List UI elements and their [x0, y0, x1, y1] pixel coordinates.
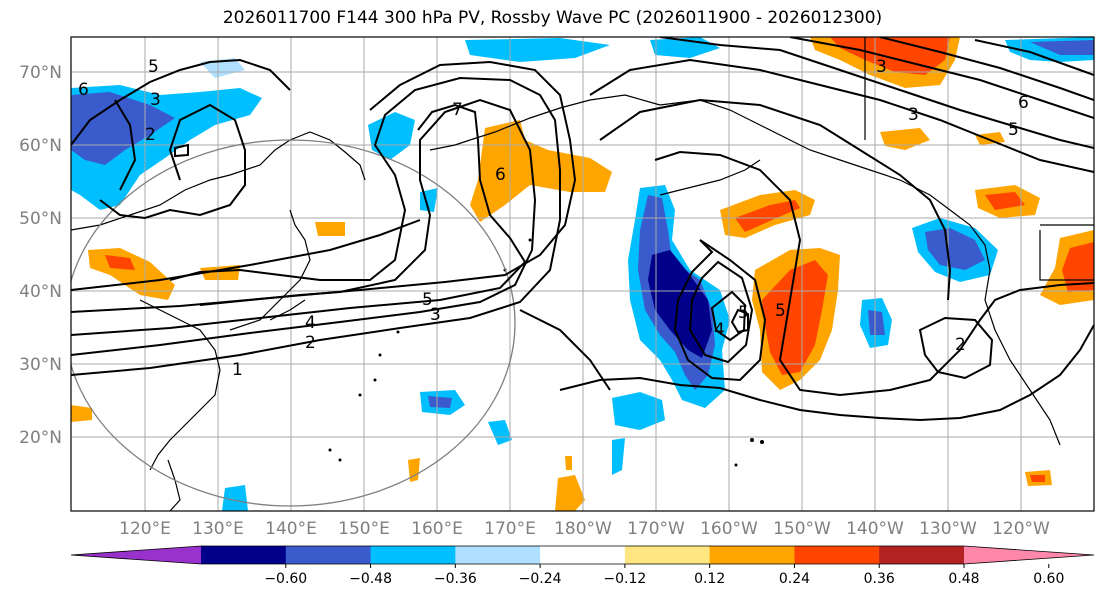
contour-label: 5	[775, 301, 786, 321]
lat-label: 70°N	[19, 63, 62, 83]
colorbar-tick-label: 0.24	[779, 571, 810, 587]
colorbar-bin	[285, 546, 372, 564]
contour-label: 2	[145, 125, 156, 145]
map-title: 2026011700 F144 300 hPa PV, Rossby Wave …	[222, 8, 883, 28]
colorbar-tick-label: 0.48	[948, 571, 979, 587]
colorbar: −0.60 −0.48 −0.36 −0.24 −0.12 0.12 0.24 0.36 0.4…	[70, 545, 1095, 587]
contour-label: 5	[738, 303, 749, 323]
contour-label: 6	[78, 80, 89, 100]
latitude-labels: 70°N 60°N 50°N 40°N 30°N 20°N	[19, 63, 62, 448]
colorbar-tick-label: −0.36	[434, 571, 477, 587]
colorbar-tick-label: 0.60	[1033, 571, 1064, 587]
lon-label: 140°W	[846, 519, 904, 539]
contour-label: 2	[305, 333, 316, 353]
contour-label: 2	[955, 335, 966, 355]
colorbar-outline	[70, 545, 1095, 565]
reference-circle	[71, 139, 516, 507]
lon-label: 140°E	[265, 519, 317, 539]
lat-label: 30°N	[19, 355, 62, 375]
lon-label: 170°E	[484, 519, 536, 539]
contour-label: 5	[422, 290, 433, 310]
lon-label: 130°W	[919, 519, 977, 539]
contour-label: 7	[452, 100, 463, 120]
contour-label: 3	[908, 105, 919, 125]
contour-label: 5	[1008, 120, 1019, 140]
lat-label: 60°N	[19, 136, 62, 156]
contour-label: 4	[305, 313, 316, 333]
lon-label: 160°E	[411, 519, 463, 539]
lon-label: 150°E	[338, 519, 390, 539]
lon-label: 170°W	[627, 519, 685, 539]
colorbar-bin	[624, 546, 711, 564]
graticule	[71, 37, 1094, 511]
lon-label: 120°E	[119, 519, 171, 539]
contour-label: 3	[430, 305, 441, 325]
contour-labels: 6 5 2 3 7 6 5 4 3 2 1 4 5 5 3 6 5 3 2	[78, 57, 1029, 380]
colorbar-bin	[201, 546, 287, 564]
lon-label: 120°W	[992, 519, 1050, 539]
colorbar-tick-label: −0.12	[603, 571, 646, 587]
colorbar-bin	[540, 546, 626, 564]
contour-label: 1	[232, 360, 243, 380]
lon-label: 160°W	[700, 519, 758, 539]
colorbar-bin	[455, 546, 541, 564]
colorbar-bin	[879, 546, 965, 564]
lon-label: 180°W	[554, 519, 612, 539]
map-frame	[70, 36, 1095, 512]
longitude-labels: 120°E 130°E 140°E 150°E 160°E 170°E 180°…	[119, 519, 1050, 539]
contour-label: 6	[1018, 93, 1029, 113]
contour-label: 4	[714, 320, 725, 340]
lon-label: 150°W	[773, 519, 831, 539]
colorbar-tick-label: −0.24	[519, 571, 562, 587]
colorbar-tick-label: −0.48	[349, 571, 392, 587]
lon-label: 130°E	[192, 519, 244, 539]
contour-label: 3	[150, 90, 161, 110]
contour-label: 6	[495, 165, 506, 185]
colorbar-extend-high	[964, 546, 1094, 564]
lat-label: 50°N	[19, 209, 62, 229]
lat-label: 40°N	[19, 282, 62, 302]
colorbar-bin	[709, 546, 795, 564]
colorbar-tick-label: 0.12	[694, 571, 725, 587]
contour-label: 5	[148, 57, 159, 77]
colorbar-extend-low	[71, 546, 201, 564]
colorbar-tick-label: −0.60	[264, 571, 307, 587]
contour-label: 3	[876, 57, 887, 77]
pv-contours	[71, 37, 1094, 422]
lat-label: 20°N	[19, 428, 62, 448]
colorbar-tick-label: 0.36	[864, 571, 895, 587]
colorbar-bin	[370, 546, 456, 564]
colorbar-bin	[794, 546, 880, 564]
